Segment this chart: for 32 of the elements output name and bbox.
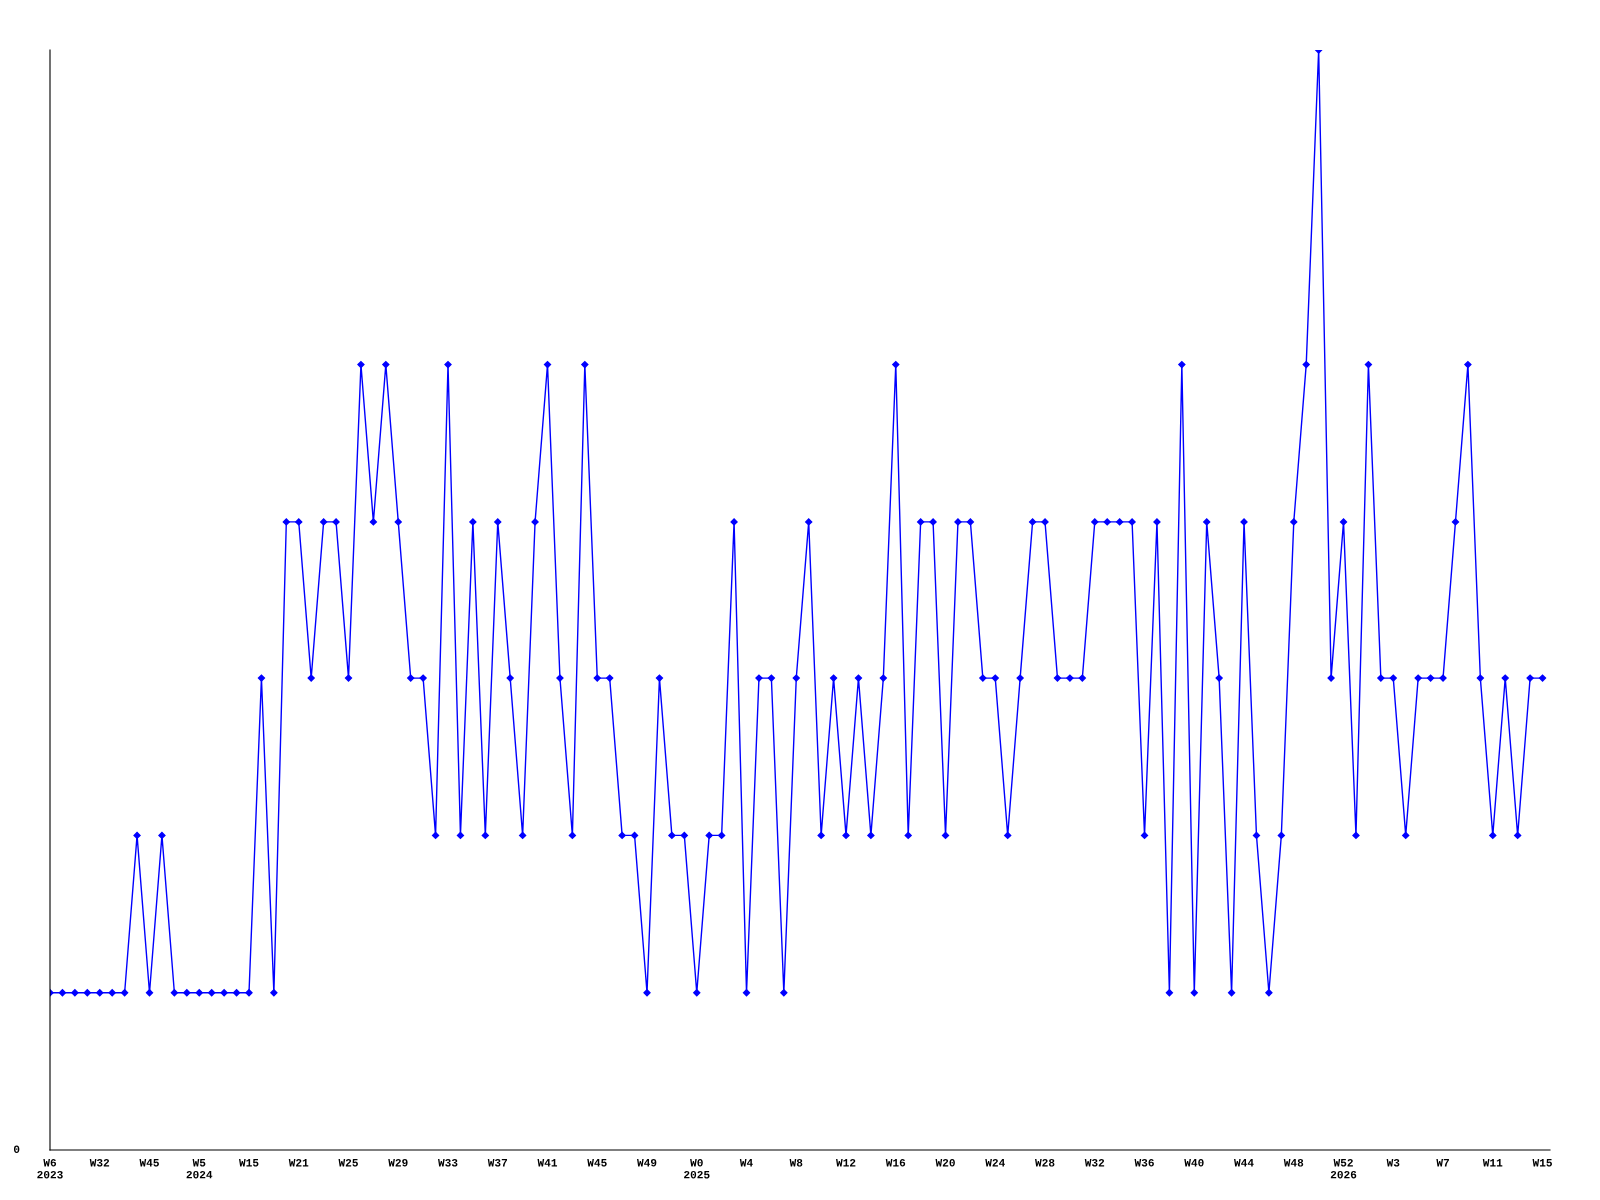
x-tick-label: W40 [1184, 1158, 1204, 1167]
x-tick-label: W6 2023 [37, 1158, 63, 1179]
x-tick-label: W45 [139, 1159, 159, 1167]
x-tick-label: W3 [1386, 1158, 1400, 1167]
x-tick-label: W37 [487, 1158, 508, 1167]
x-tick-label: W24 [985, 1158, 1005, 1167]
x-tick-label: W41 [537, 1159, 558, 1167]
x-tick-label: W21 [288, 1158, 309, 1167]
x-tick-label: W15 [239, 1159, 259, 1167]
x-tick-label: W28 [1035, 1158, 1055, 1167]
x-tick-label: W16 [885, 1158, 906, 1167]
x-tick-label: W48 [1283, 1158, 1304, 1167]
x-tick-label: W32 [1084, 1158, 1105, 1167]
x-tick-label: W49 [637, 1158, 657, 1167]
x-tick-label: W0 2025 [684, 1158, 710, 1179]
x-tick-label: W45 [587, 1159, 607, 1167]
x-tick-label: W20 [935, 1158, 955, 1167]
x-tick-label: W25 [338, 1158, 358, 1167]
x-tick-label: W7 [1436, 1159, 1449, 1167]
x-tick-label: W33 [438, 1158, 458, 1167]
x-tick-label: W44 [1234, 1159, 1254, 1167]
x-tick-label: W12 [836, 1158, 856, 1167]
x-tick-label: W11 [1482, 1159, 1503, 1167]
x-tick-label: W15 [1532, 1159, 1552, 1167]
text: 0 [13, 1145, 20, 1153]
x-tick-label: W36 [1134, 1158, 1154, 1167]
x-tick-label: W29 [388, 1158, 408, 1167]
x-tick-label: W5 2024 [186, 1159, 213, 1179]
x-tick-label: W32 [89, 1158, 110, 1167]
x-tick-label: W4 [739, 1159, 753, 1167]
x-tick-label: W52 2026 [1330, 1158, 1357, 1179]
x-tick-label: W8 [789, 1158, 803, 1167]
